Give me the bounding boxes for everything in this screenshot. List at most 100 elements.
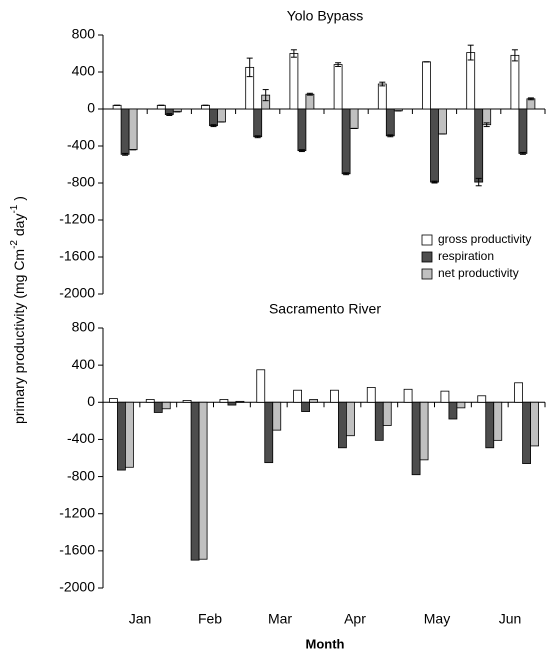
y-tick-label: 400 bbox=[72, 63, 96, 79]
y-tick-label: -2000 bbox=[59, 579, 95, 595]
bar bbox=[217, 108, 226, 123]
bar bbox=[297, 108, 307, 152]
error-bar bbox=[519, 151, 526, 155]
bar bbox=[485, 401, 495, 449]
y-tick-label: -800 bbox=[67, 467, 95, 483]
bar bbox=[374, 401, 384, 441]
error-bar bbox=[431, 180, 438, 184]
bar bbox=[349, 108, 359, 129]
y-tick-label: -800 bbox=[67, 174, 95, 190]
month-label: Jan bbox=[129, 611, 152, 627]
y-tick-label: -1600 bbox=[59, 248, 95, 264]
month-label: Jun bbox=[499, 611, 522, 627]
error-bar bbox=[483, 122, 490, 128]
bar bbox=[385, 108, 395, 137]
y-tick-label: -1200 bbox=[59, 504, 95, 520]
bar bbox=[227, 401, 237, 406]
bar bbox=[309, 399, 318, 403]
bar bbox=[117, 401, 126, 471]
bar bbox=[253, 108, 263, 138]
bar bbox=[346, 401, 355, 437]
bar bbox=[438, 108, 447, 135]
month-label: May bbox=[424, 611, 450, 627]
bar bbox=[209, 108, 218, 127]
y-tick-label: -1200 bbox=[59, 211, 95, 227]
bar bbox=[448, 401, 458, 420]
superscript: -2 bbox=[9, 240, 20, 249]
y-tick-label: -400 bbox=[67, 430, 95, 446]
bar bbox=[493, 401, 503, 441]
month-label: Mar bbox=[268, 611, 292, 627]
error-bar bbox=[475, 177, 482, 187]
bar bbox=[161, 401, 171, 410]
bar bbox=[514, 382, 523, 403]
error-bar bbox=[387, 134, 394, 138]
label-part: day bbox=[11, 214, 27, 240]
panel-title: Yolo Bypass bbox=[287, 8, 364, 24]
error-bar bbox=[166, 113, 173, 116]
y-tick-label: 0 bbox=[87, 393, 95, 409]
superscript: -1 bbox=[9, 204, 20, 213]
bar bbox=[522, 401, 531, 464]
legend-label: gross productivity bbox=[438, 232, 531, 246]
legend-swatch bbox=[421, 234, 433, 246]
bar bbox=[289, 53, 299, 110]
error-bar bbox=[262, 89, 269, 102]
label-part: ) bbox=[11, 196, 27, 205]
bar bbox=[338, 401, 347, 449]
x-axis-label: Month bbox=[306, 636, 345, 651]
error-bar bbox=[343, 172, 350, 176]
bar bbox=[377, 83, 387, 110]
bar bbox=[112, 104, 122, 110]
bar bbox=[482, 108, 492, 126]
legend-swatch bbox=[421, 251, 433, 263]
error-bar bbox=[467, 44, 474, 61]
error-bar bbox=[246, 57, 253, 78]
error-bar bbox=[254, 135, 261, 139]
bar bbox=[272, 401, 282, 431]
bar bbox=[330, 389, 339, 403]
bar bbox=[510, 54, 520, 110]
bar bbox=[518, 108, 528, 154]
error-bar bbox=[527, 97, 534, 101]
bar bbox=[219, 399, 229, 403]
bar bbox=[422, 61, 431, 110]
error-bar bbox=[306, 92, 313, 96]
bar bbox=[128, 108, 138, 151]
bar bbox=[341, 108, 351, 175]
month-label: Feb bbox=[198, 611, 222, 627]
bar bbox=[125, 401, 134, 468]
y-tick-label: 0 bbox=[87, 100, 95, 116]
y-tick-label: 800 bbox=[72, 26, 96, 42]
bar bbox=[201, 104, 210, 110]
panel-title: Sacramento River bbox=[269, 301, 381, 317]
bar bbox=[190, 401, 200, 561]
bar bbox=[530, 401, 539, 447]
legend-label: net productivity bbox=[438, 266, 519, 280]
bar bbox=[526, 98, 536, 110]
bar bbox=[456, 401, 466, 409]
bar bbox=[156, 104, 166, 110]
y-axis-label: primary productivity (mg Cm-2 day-1 ) bbox=[9, 196, 27, 424]
error-bar bbox=[290, 49, 297, 58]
bar bbox=[440, 390, 450, 403]
bar bbox=[198, 401, 208, 560]
y-tick-label: -400 bbox=[67, 137, 95, 153]
y-tick-label: -1600 bbox=[59, 542, 95, 558]
bar bbox=[305, 93, 315, 110]
bar bbox=[256, 369, 266, 403]
error-bar bbox=[511, 49, 518, 62]
month-label: Apr bbox=[344, 611, 366, 627]
bar bbox=[430, 108, 439, 183]
bar bbox=[419, 401, 429, 461]
bar bbox=[477, 395, 487, 403]
y-tick-label: -2000 bbox=[59, 285, 95, 301]
bar bbox=[411, 401, 421, 476]
error-bar bbox=[335, 62, 342, 67]
bar bbox=[366, 387, 376, 403]
bar bbox=[153, 401, 163, 413]
bar bbox=[264, 401, 274, 464]
bar bbox=[182, 400, 192, 403]
error-bar bbox=[122, 152, 129, 156]
